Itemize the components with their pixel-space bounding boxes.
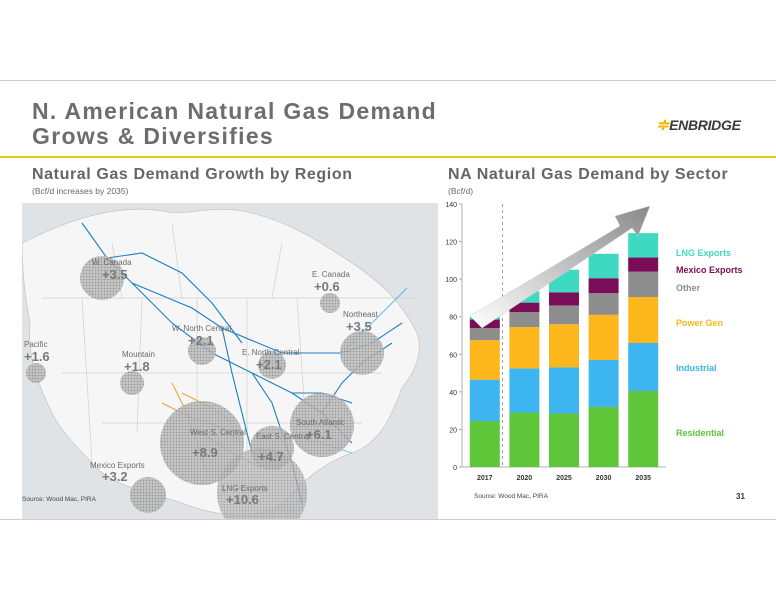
region-label-w-north-central: W. North Central <box>172 324 231 333</box>
bar-segment-other-2030 <box>588 293 619 315</box>
legend-residential: Residential <box>676 428 725 438</box>
bubble-e-north-central <box>258 351 286 379</box>
right-source-note: Source: Wood Mac, PIRA <box>474 493 548 500</box>
y-tick-label: 40 <box>449 390 457 397</box>
bar-segment-other-2017 <box>469 327 500 341</box>
x-tick-label: 2035 <box>635 475 651 482</box>
y-tick-label: 60 <box>449 352 457 359</box>
x-tick-label: 2030 <box>596 475 612 482</box>
region-label-east-s-central: East S. Central <box>256 432 310 441</box>
bar-segment-residential-2030 <box>588 406 619 467</box>
top-rule <box>0 80 776 81</box>
bar-segment-power-gen-2017 <box>469 340 500 380</box>
sector-stacked-bar-chart: 0 20 40 60 80 100 120 140 2017 2020 2025 2030 2035 <box>445 202 666 482</box>
region-value-e-canada: +0.6 <box>314 279 340 294</box>
y-tick-label: 100 <box>445 277 457 284</box>
x-tick-label: 2025 <box>556 475 572 482</box>
region-value-east-s-central: +4.7 <box>258 449 284 464</box>
bubble-e-canada <box>320 293 340 313</box>
region-chart-subheading: (Bcf/d increases by 2035) <box>32 186 129 196</box>
bar-segment-residential-2035 <box>628 390 659 467</box>
y-tick-label: 140 <box>445 202 457 209</box>
bubble-w-north-central <box>188 337 216 365</box>
bar-segment-mexico-exports-2020 <box>509 302 540 313</box>
region-label-mexico-exports: Mexico Exports <box>90 461 145 470</box>
legend-power-gen: Power Gen <box>676 318 724 328</box>
legend-lng-exports: LNG Exports <box>676 248 732 258</box>
region-label-lng-exports: LNG Exports <box>222 484 268 493</box>
region-label-mountain: Mountain <box>122 350 155 359</box>
y-tick-label: 0 <box>453 465 457 472</box>
left-source-note: Source: Wood Mac, PIRA <box>22 496 96 503</box>
region-label-west-s-central: West S. Central <box>190 428 246 437</box>
bar-segment-residential-2020 <box>509 412 540 467</box>
bottom-rule <box>0 519 776 520</box>
region-label-w-canada: W. Canada <box>92 258 132 267</box>
logo-text: ENBRIDGE <box>669 117 741 133</box>
bar-segment-other-2035 <box>628 271 659 297</box>
bar-segment-mexico-exports-2030 <box>588 278 619 294</box>
bar-segment-mexico-exports-2025 <box>549 292 579 306</box>
region-value-lng-exports: +10.6 <box>226 492 259 507</box>
bubble-lng-exports <box>217 448 307 519</box>
bar-segment-lng-exports-2035 <box>628 233 659 258</box>
y-tick-label: 80 <box>449 315 457 322</box>
enbridge-mark-icon: ≑ <box>656 117 670 134</box>
y-tick-label: 20 <box>449 427 457 434</box>
region-value-w-north-central: +2.1 <box>188 333 214 348</box>
region-label-e-canada: E. Canada <box>312 270 350 279</box>
bar-segment-mexico-exports-2035 <box>628 257 659 272</box>
legend-other: Other <box>676 283 701 293</box>
enbridge-logo: ≑ENBRIDGE <box>656 115 741 135</box>
title-underline <box>0 156 776 158</box>
region-value-mountain: +1.8 <box>124 359 150 374</box>
sector-chart-heading: NA Natural Gas Demand by Sector <box>448 166 729 183</box>
bar-segment-residential-2017 <box>469 420 500 467</box>
bar-segment-power-gen-2020 <box>509 327 540 369</box>
bar-segment-industrial-2030 <box>588 359 619 407</box>
region-value-mexico-exports: +3.2 <box>102 469 128 484</box>
y-tick-label: 120 <box>445 240 457 247</box>
north-america-map: W. Canada +3.5 E. Canada +0.6 Northeast … <box>22 203 438 519</box>
x-tick-label: 2017 <box>477 475 493 482</box>
bar-segment-industrial-2035 <box>628 343 659 391</box>
region-chart-heading: Natural Gas Demand Growth by Region <box>32 166 353 183</box>
bubble-pacific <box>26 363 46 383</box>
bar-segment-power-gen-2030 <box>588 314 619 360</box>
region-value-northeast: +3.5 <box>346 319 372 334</box>
region-value-pacific: +1.6 <box>24 349 50 364</box>
bubble-w-canada <box>80 256 124 300</box>
bar-segment-other-2020 <box>509 312 540 328</box>
bar-segment-residential-2025 <box>549 413 579 467</box>
slide-title: N. American Natural Gas Demand Grows & D… <box>32 99 472 149</box>
legend-industrial: Industrial <box>676 363 717 373</box>
bubble-south-atlantic <box>290 393 354 457</box>
bar-segment-industrial-2025 <box>549 367 579 414</box>
region-value-south-atlantic: +6.1 <box>306 427 332 442</box>
region-value-e-north-central: +2.1 <box>256 357 282 372</box>
bubble-mountain <box>120 371 144 395</box>
slide-title-line2: Grows & Diversifies <box>32 123 275 149</box>
region-label-e-north-central: E. North Central <box>242 348 300 357</box>
bubble-mexico-exports <box>130 477 166 513</box>
legend-mexico-exports: Mexico Exports <box>676 265 743 275</box>
bubble-west-s-central <box>160 401 244 485</box>
region-label-northeast: Northeast <box>343 310 378 319</box>
bar-segment-power-gen-2035 <box>628 296 659 344</box>
bar-segment-power-gen-2025 <box>549 324 579 368</box>
region-value-west-s-central: +8.9 <box>192 445 218 460</box>
page-number: 31 <box>736 492 745 501</box>
x-tick-label: 2020 <box>517 475 533 482</box>
bubble-northeast <box>340 331 384 375</box>
region-label-south-atlantic: South Atlantic <box>296 418 345 427</box>
region-label-pacific: Pacific <box>24 340 48 349</box>
bar-segment-other-2025 <box>549 305 579 325</box>
bar-segment-industrial-2017 <box>469 379 500 421</box>
bar-segment-industrial-2020 <box>509 368 540 413</box>
region-value-w-canada: +3.5 <box>102 267 128 282</box>
growth-trend-arrow <box>469 205 651 329</box>
slide-title-line1: N. American Natural Gas Demand <box>32 98 437 124</box>
bar-segment-lng-exports-2030 <box>588 253 619 279</box>
sector-chart-ylabel: (Bcf/d) <box>448 186 474 196</box>
